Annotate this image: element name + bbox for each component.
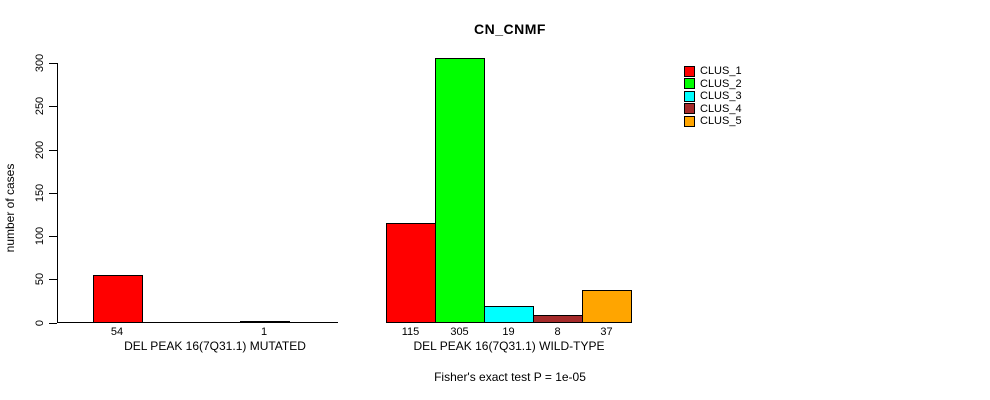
bar-clus_4-group2 bbox=[533, 315, 583, 323]
legend-swatch-clus_2 bbox=[684, 78, 695, 89]
x-baseline bbox=[57, 322, 338, 323]
legend-swatch-clus_5 bbox=[684, 115, 695, 127]
legend-label-clus_2: CLUS_2 bbox=[700, 77, 742, 90]
y-tick bbox=[49, 150, 57, 151]
chart-title: CN_CNMF bbox=[474, 21, 546, 37]
y-tick bbox=[49, 323, 57, 324]
fisher-exact-test-note: Fisher's exact test P = 1e-05 bbox=[434, 370, 586, 384]
bar-value-label: 54 bbox=[110, 326, 124, 338]
y-axis-line bbox=[57, 63, 58, 323]
bar-value-label: 1 bbox=[260, 326, 268, 338]
bar-value-label: 8 bbox=[554, 326, 561, 338]
bar-value-label: 115 bbox=[401, 326, 420, 338]
y-tick bbox=[49, 63, 57, 64]
legend-swatch-clus_3 bbox=[684, 90, 695, 102]
legend-label-clus_4: CLUS_4 bbox=[700, 102, 742, 115]
bar-value-label: 19 bbox=[502, 326, 515, 338]
legend-swatch-clus_4 bbox=[684, 103, 695, 114]
bar-clus_1-group1 bbox=[92, 275, 143, 323]
y-tick-label: 0 bbox=[34, 319, 46, 327]
bar-clus_2-group2 bbox=[435, 58, 485, 323]
legend-label-clus_1: CLUS_1 bbox=[700, 65, 742, 77]
bar-value-label: 37 bbox=[600, 326, 613, 338]
bar-clus_1-group2 bbox=[386, 223, 436, 323]
y-tick-label: 250 bbox=[34, 96, 46, 116]
category-label-wild-type: DEL PEAK 16(7Q31.1) WILD-TYPE bbox=[413, 339, 605, 353]
y-axis-label: number of cases bbox=[3, 163, 17, 253]
y-tick bbox=[49, 279, 57, 280]
y-tick bbox=[49, 193, 57, 194]
legend-label-clus_3: CLUS_3 bbox=[700, 90, 742, 102]
legend-label-clus_5: CLUS_5 bbox=[700, 115, 742, 127]
y-tick-label: 200 bbox=[34, 140, 46, 160]
y-tick-label: 300 bbox=[34, 53, 46, 73]
y-tick-label: 100 bbox=[34, 226, 46, 246]
y-tick bbox=[49, 236, 57, 237]
bar-clus_3-group2 bbox=[484, 306, 534, 323]
y-tick bbox=[49, 106, 57, 107]
y-tick-label: 50 bbox=[34, 272, 46, 286]
y-tick-label: 150 bbox=[34, 183, 46, 203]
bar-value-label: 305 bbox=[450, 326, 469, 338]
bar-clus_4-group1 bbox=[239, 321, 290, 323]
legend-swatch-clus_1 bbox=[684, 65, 695, 77]
category-label-mutated: DEL PEAK 16(7Q31.1) MUTATED bbox=[124, 339, 306, 353]
bar-clus_5-group2 bbox=[582, 290, 632, 323]
